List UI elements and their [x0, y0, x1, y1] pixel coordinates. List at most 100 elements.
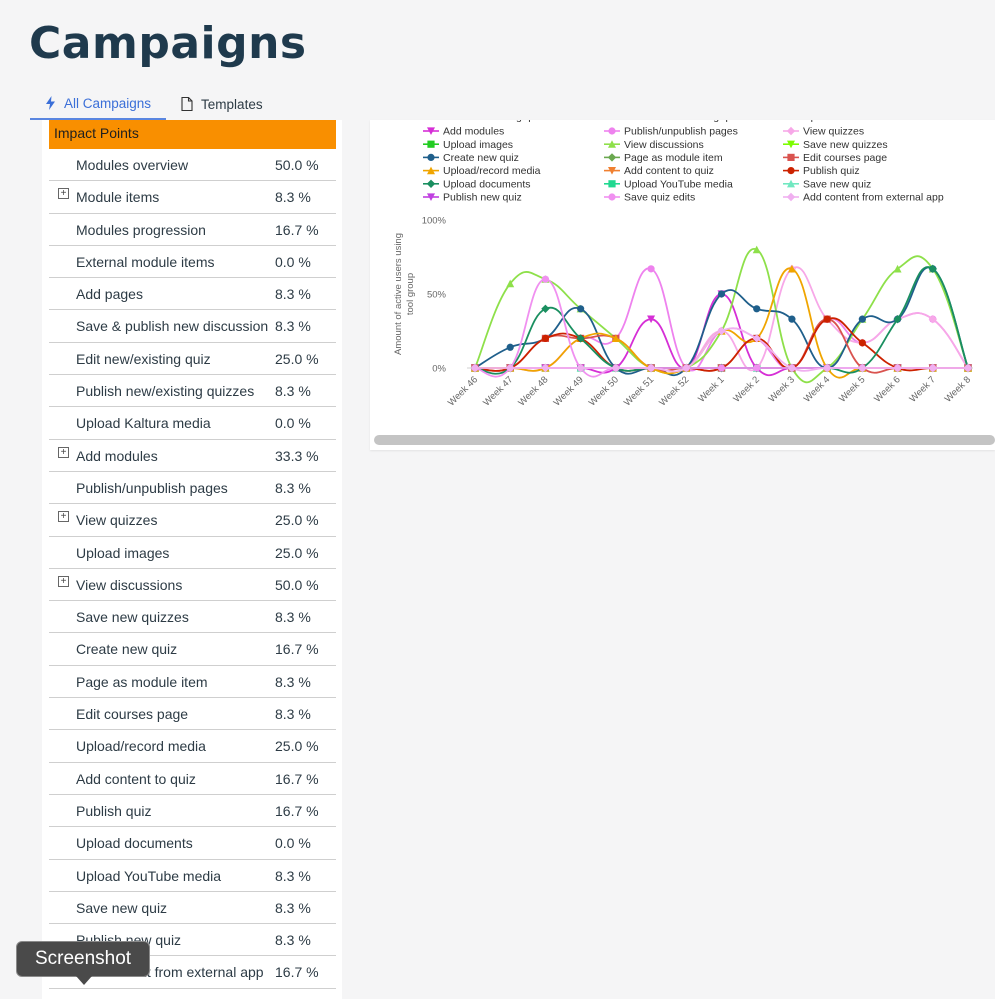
- impact-row-value: 16.7 %: [275, 221, 319, 238]
- impact-row-label: View discussions: [76, 576, 183, 593]
- impact-row-value: 8.3 %: [275, 479, 311, 496]
- y-tick-label: 0%: [432, 364, 446, 375]
- impact-row: Upload YouTube media 8.3 %: [49, 860, 336, 892]
- data-point: [541, 363, 550, 373]
- data-point: [893, 314, 902, 324]
- data-point: [611, 334, 620, 342]
- series-line: [474, 266, 969, 377]
- impact-row[interactable]: + Add modules 33.3 %: [49, 440, 336, 472]
- data-point: [928, 314, 937, 324]
- x-tick-label: Week 5: [837, 374, 867, 404]
- impact-row-value: 0.0 %: [275, 415, 311, 432]
- legend-marker: [786, 192, 796, 202]
- legend-marker: [426, 179, 436, 188]
- data-point: [858, 315, 866, 323]
- impact-row-label: Modules progression: [76, 221, 206, 238]
- legend-label: Add content from external app: [803, 192, 944, 204]
- legend-label: Page as module item: [624, 152, 723, 164]
- impact-row-label: Edit new/existing quiz: [76, 350, 211, 367]
- impact-row-value: 0.0 %: [275, 835, 311, 852]
- impact-row-label: Upload YouTube media: [76, 867, 222, 884]
- impact-row: Save new quiz 8.3 %: [49, 892, 336, 925]
- impact-row: Add pages 8.3 %: [49, 278, 336, 311]
- impact-row: Upload documents 0.0 %: [49, 827, 336, 860]
- impact-row-label: External module items: [76, 253, 215, 270]
- impact-row-label: Modules overview: [76, 157, 189, 173]
- impact-row-value: 25.0 %: [275, 350, 319, 367]
- x-tick-label: Week 8: [943, 374, 973, 404]
- impact-row[interactable]: + View quizzes 25.0 %: [49, 504, 336, 537]
- x-tick-label: Week 49: [552, 374, 586, 408]
- document-icon: [181, 97, 193, 111]
- impact-row-value: 25.0 %: [275, 738, 319, 755]
- data-point: [506, 343, 514, 351]
- x-tick-label: Week 46: [446, 374, 480, 408]
- data-point: [928, 363, 937, 373]
- data-point: [893, 264, 902, 273]
- usage-chart-card: Edit new/existing quiz Publish new/existi…: [370, 120, 995, 450]
- impact-row-label: Upload Kaltura media: [76, 415, 211, 432]
- legend-label: Publish new quiz: [443, 192, 522, 204]
- impact-row[interactable]: + View discussions 50.0 %: [49, 569, 336, 602]
- expand-icon[interactable]: +: [58, 188, 69, 200]
- x-tick-label: Week 3: [767, 374, 797, 404]
- expand-icon[interactable]: +: [58, 446, 69, 458]
- impact-row-label: Upload/record media: [76, 738, 206, 755]
- legend-label: Edit courses page: [803, 152, 887, 164]
- data-point: [647, 265, 655, 273]
- page-title: Campaigns: [29, 18, 307, 69]
- impact-row-value: 50.0 %: [275, 576, 319, 593]
- impact-row: Publish/unpublish pages 8.3 %: [49, 472, 336, 505]
- impact-row[interactable]: + Module items 8.3 %: [49, 181, 336, 214]
- x-tick-label: Week 47: [481, 374, 515, 408]
- impact-row-label: Upload documents: [76, 835, 193, 852]
- impact-row: Upload/record media 25.0 %: [49, 730, 336, 763]
- legend-label: Upload Kaltura media: [803, 120, 904, 123]
- tab-templates[interactable]: Templates: [166, 88, 278, 120]
- data-point: [963, 363, 973, 373]
- legend-marker: [787, 140, 795, 149]
- data-point: [682, 363, 691, 373]
- impact-row-value: 8.3 %: [275, 318, 311, 335]
- legend-label: Edit new/existing quiz: [443, 120, 544, 123]
- y-axis-title: Amount of active users using: [393, 233, 404, 355]
- impact-row-label: Add content to quiz: [76, 770, 196, 787]
- impact-row-value: 25.0 %: [275, 544, 319, 561]
- impact-row-value: 16.7 %: [275, 964, 319, 981]
- legend-label: Publish new/existing quizzes: [624, 120, 758, 123]
- legend-marker: [608, 193, 616, 201]
- legend-marker: [427, 166, 435, 175]
- x-tick-label: Week 1: [696, 374, 726, 404]
- data-point: [717, 326, 726, 336]
- impact-row-value: 8.3 %: [275, 867, 311, 884]
- impact-row-value: 50.0 %: [275, 157, 319, 173]
- impact-row-label: Publish new/existing quizzes: [76, 383, 255, 400]
- data-point: [506, 363, 515, 373]
- impact-row-value: 8.3 %: [275, 609, 311, 626]
- data-point: [541, 334, 550, 342]
- data-point: [858, 339, 866, 347]
- x-tick-label: Week 7: [907, 374, 937, 404]
- data-point: [717, 290, 726, 298]
- impact-row-label: Module items: [76, 189, 160, 206]
- data-point: [647, 315, 656, 324]
- legend-label: View quizzes: [803, 126, 864, 138]
- impact-points-header: Impact Points: [49, 120, 336, 149]
- series-line: [474, 248, 969, 384]
- impact-row: Modules progression 16.7 %: [49, 214, 336, 246]
- legend-label: View discussions: [624, 139, 704, 151]
- impact-row: Modules overview 50.0 %: [49, 149, 336, 182]
- legend-marker: [787, 167, 795, 175]
- expand-icon[interactable]: +: [58, 511, 69, 523]
- impact-row-label: Publish/unpublish pages: [76, 479, 228, 496]
- tab-all-campaigns[interactable]: All Campaigns: [30, 88, 167, 120]
- bolt-icon: [45, 96, 56, 110]
- legend-label: Save quiz edits: [624, 192, 695, 204]
- impact-row-value: 16.7 %: [275, 770, 319, 787]
- data-point: [541, 304, 550, 313]
- impact-row-value: 8.3 %: [275, 189, 311, 206]
- expand-icon[interactable]: +: [58, 575, 69, 587]
- chart-horizontal-scrollbar[interactable]: [374, 435, 995, 445]
- impact-panel: [42, 120, 342, 999]
